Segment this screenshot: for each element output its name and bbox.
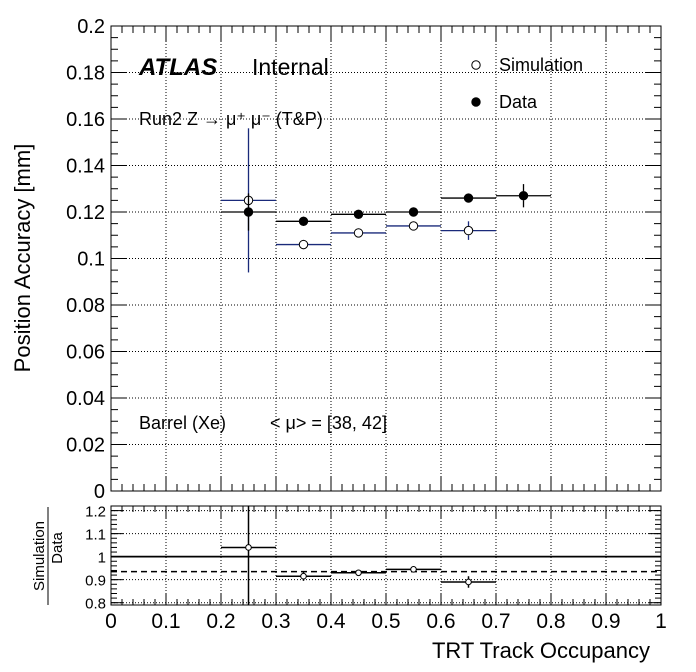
ratio-y-title-numerator: Simulation bbox=[31, 521, 48, 591]
ratio-plot-frame bbox=[110, 505, 662, 606]
ratio-marker bbox=[355, 569, 362, 577]
legend-label-simulation: Simulation bbox=[499, 55, 583, 75]
ratio-point bbox=[386, 566, 441, 573]
main-y-tick-label: 0.04 bbox=[66, 388, 105, 410]
main-point-simulation bbox=[441, 221, 496, 240]
main-y-tick-label: 0.12 bbox=[66, 202, 105, 224]
x-axis-title: TRT Track Occupancy bbox=[432, 638, 650, 663]
x-tick-label: 0.7 bbox=[481, 610, 510, 633]
main-point-data bbox=[441, 193, 496, 203]
x-tick-label: 0.5 bbox=[371, 610, 400, 633]
x-tick-label: 0.3 bbox=[261, 610, 290, 633]
internal-label: Internal bbox=[252, 54, 329, 80]
main-y-tick-label: 0.18 bbox=[66, 63, 105, 85]
ratio-marker bbox=[465, 578, 472, 586]
main-y-tick-label: 0.02 bbox=[66, 435, 105, 457]
x-tick-label: 0.6 bbox=[426, 610, 455, 633]
main-point-data bbox=[496, 184, 551, 208]
main-y-tick-label: 0 bbox=[94, 481, 105, 503]
main-marker-data bbox=[518, 191, 529, 201]
pileup-label: < μ> = [38, 42] bbox=[270, 413, 387, 433]
ratio-y-tick-label: 1 bbox=[98, 550, 106, 567]
main-marker-data bbox=[408, 207, 419, 217]
x-tick-label: 0 bbox=[105, 610, 117, 633]
ratio-y-tick-label: 0.9 bbox=[85, 573, 106, 590]
x-tick-label: 0.9 bbox=[591, 610, 620, 633]
x-tick-label: 1 bbox=[655, 610, 667, 633]
main-y-tick-label: 0.08 bbox=[66, 295, 105, 317]
ratio-marker bbox=[300, 572, 307, 580]
ratio-y-tick-label: 1.2 bbox=[85, 504, 106, 521]
main-point-simulation bbox=[276, 239, 331, 250]
ratio-marker bbox=[410, 566, 417, 573]
legend-marker-data bbox=[471, 97, 481, 107]
main-marker-data bbox=[353, 209, 364, 220]
main-marker-data bbox=[298, 216, 309, 227]
main-y-tick-label: 0.2 bbox=[77, 16, 105, 38]
main-marker-data bbox=[463, 193, 474, 203]
ratio-y-title-denominator: Data bbox=[49, 532, 66, 564]
ratio-y-tick-labels: 0.8 0.9 1 1.1 1.2 bbox=[85, 504, 106, 613]
ratio-y-tick-label: 1.1 bbox=[85, 527, 106, 544]
x-tick-label: 0.1 bbox=[151, 610, 180, 633]
main-ticks bbox=[110, 25, 662, 492]
main-point-data bbox=[276, 216, 331, 227]
legend-label-data: Data bbox=[499, 92, 538, 112]
main-y-tick-label: 0.1 bbox=[77, 249, 105, 271]
main-y-tick-labels: 0 0.02 0.04 0.06 0.08 0.1 0.12 0.14 0.16 0.18 0.2 bbox=[66, 16, 105, 503]
main-marker-data bbox=[243, 207, 254, 217]
legend: Simulation Data bbox=[471, 55, 583, 112]
ratio-grid bbox=[111, 506, 661, 605]
main-point-data bbox=[221, 193, 276, 231]
x-tick-label: 0.4 bbox=[316, 610, 346, 633]
x-tick-labels: 0 0.1 0.2 0.3 0.4 0.5 0.6 0.7 0.8 0.9 1 bbox=[105, 610, 667, 633]
main-marker-simulation bbox=[408, 221, 419, 231]
main-marker-simulation bbox=[463, 225, 474, 236]
main-point-simulation bbox=[331, 228, 386, 238]
ratio-point bbox=[221, 506, 276, 605]
x-tick-label: 0.8 bbox=[536, 610, 565, 633]
ratio-ticks bbox=[110, 506, 662, 605]
main-marker-simulation bbox=[353, 228, 364, 238]
main-y-tick-label: 0.14 bbox=[66, 156, 105, 178]
main-y-tick-label: 0.16 bbox=[66, 109, 105, 131]
ratio-point bbox=[441, 576, 496, 588]
main-y-tick-label: 0.06 bbox=[66, 342, 105, 364]
ratio-marker bbox=[245, 544, 252, 551]
ratio-point bbox=[331, 569, 386, 577]
main-grid bbox=[111, 26, 661, 491]
ratio-point bbox=[276, 571, 331, 581]
atlas-label: ATLAS bbox=[138, 54, 217, 81]
main-data-points bbox=[221, 128, 551, 273]
main-marker-simulation bbox=[298, 239, 309, 250]
main-point-data bbox=[386, 207, 441, 217]
x-tick-label: 0.2 bbox=[206, 610, 235, 633]
main-plot-frame bbox=[110, 25, 662, 492]
process-label: Run2 Z → μ⁺ μ⁻ (T&P) bbox=[139, 109, 323, 129]
main-point-data bbox=[331, 209, 386, 220]
ratio-data-points bbox=[221, 506, 496, 605]
main-point-simulation bbox=[386, 221, 441, 231]
ratio-y-tick-label: 0.8 bbox=[85, 596, 106, 613]
ratio-reference-lines bbox=[111, 555, 661, 573]
legend-marker-simulation bbox=[471, 60, 481, 70]
region-label: Barrel (Xe) bbox=[139, 413, 226, 433]
y-axis-title: Position Accuracy [mm] bbox=[10, 144, 35, 373]
